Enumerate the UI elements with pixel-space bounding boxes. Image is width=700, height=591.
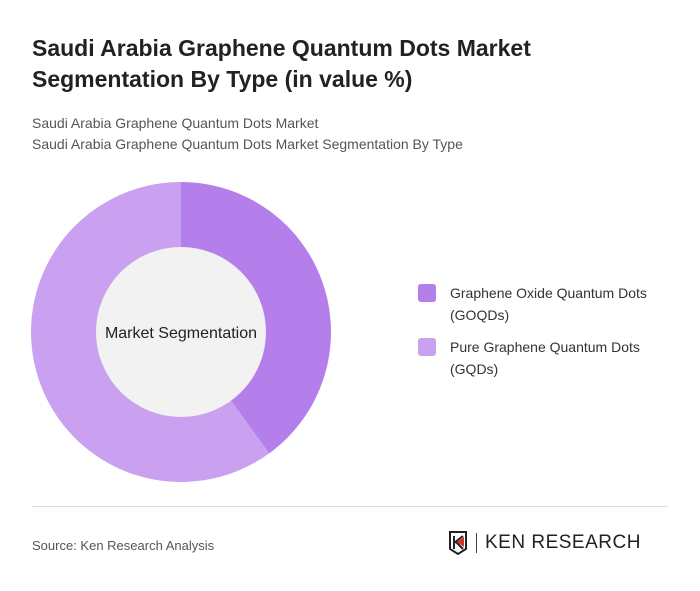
- chart-title: Saudi Arabia Graphene Quantum Dots Marke…: [32, 35, 531, 92]
- ken-research-logo: KEN RESEARCH: [448, 531, 641, 555]
- source-note: Source: Ken Research Analysis: [32, 538, 215, 553]
- subtitle-segmentation: Saudi Arabia Graphene Quantum Dots Marke…: [32, 136, 463, 152]
- logo-text: KEN RESEARCH: [485, 532, 641, 553]
- logo-separator: [476, 533, 477, 553]
- legend-item-goqds[interactable]: Graphene Oxide Quantum Dots (GOQDs): [418, 282, 668, 326]
- center-label: Market Segmentation: [105, 325, 257, 342]
- logo-icon: [449, 531, 467, 555]
- legend-item-gqds[interactable]: Pure Graphene Quantum Dots (GQDs): [418, 336, 668, 380]
- subtitle-market: Saudi Arabia Graphene Quantum Dots Marke…: [32, 115, 319, 131]
- legend-label: Graphene Oxide Quantum Dots (GOQDs): [450, 285, 647, 323]
- legend: Graphene Oxide Quantum Dots (GOQDs) Pure…: [418, 282, 668, 390]
- divider: [32, 506, 668, 507]
- legend-swatch: [418, 284, 436, 302]
- donut-hole: [96, 247, 266, 417]
- legend-swatch: [418, 338, 436, 356]
- legend-label: Pure Graphene Quantum Dots (GQDs): [450, 339, 640, 377]
